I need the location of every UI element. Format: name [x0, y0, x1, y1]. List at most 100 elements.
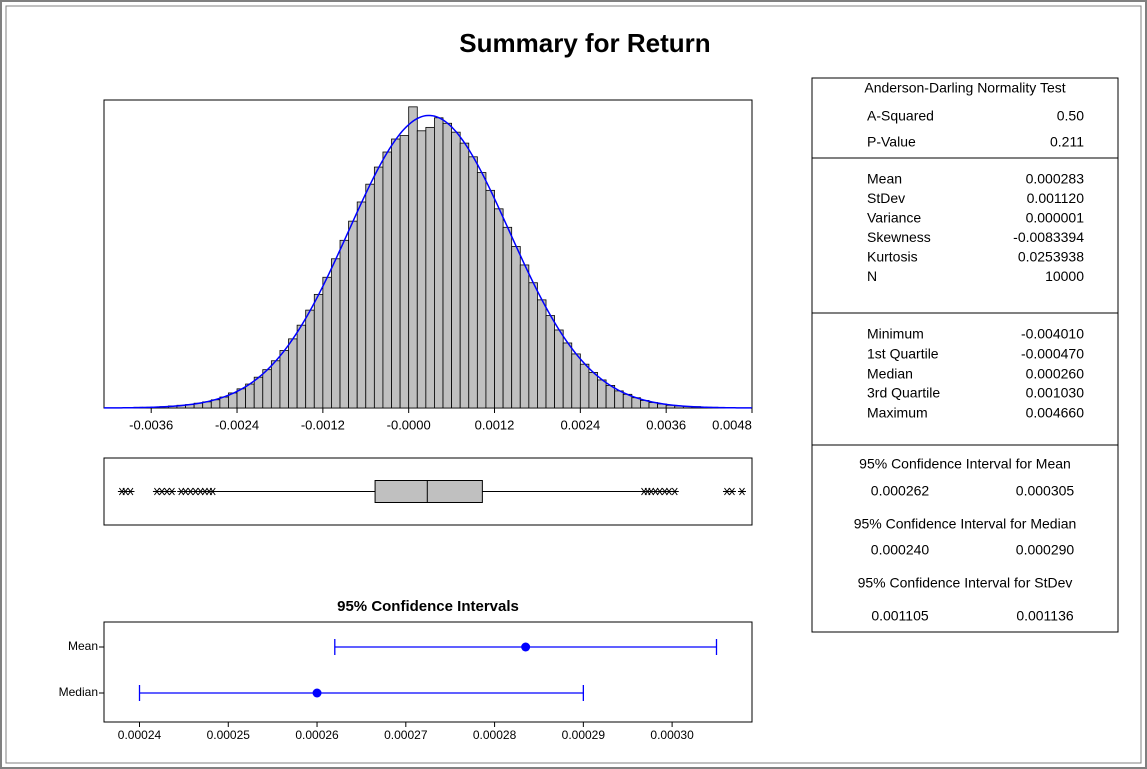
x-tick-label: 0.0036 — [646, 417, 686, 432]
stat-label: A-Squared — [867, 108, 934, 124]
x-tick-label: 0.0012 — [475, 417, 515, 432]
outlier — [727, 487, 736, 496]
x-tick-label: -0.0012 — [301, 417, 345, 432]
outlier — [208, 487, 217, 496]
bar — [519, 264, 530, 409]
bar — [545, 315, 555, 409]
chart-title: Summary for Return — [459, 28, 710, 58]
stat-label: Minimum — [867, 326, 924, 342]
bar — [391, 138, 401, 409]
bar — [425, 126, 435, 409]
bar — [468, 156, 478, 409]
x-tick-label: -0.0000 — [387, 417, 431, 432]
bar — [408, 106, 418, 409]
estimate-dot — [312, 688, 322, 698]
stat-value: 0.001030 — [1026, 385, 1085, 401]
bar — [313, 293, 324, 409]
interval-title: 95% Confidence Interval for Median — [854, 516, 1077, 532]
x-tick-label: 0.00024 — [118, 728, 162, 742]
bar — [579, 363, 590, 409]
bar — [331, 258, 341, 409]
section-title: Anderson-Darling Normality Test — [864, 80, 1065, 96]
stat-value: -0.004010 — [1021, 326, 1084, 342]
stat-label: Kurtosis — [867, 249, 918, 265]
bar — [382, 151, 392, 409]
bar — [588, 372, 598, 409]
bar — [262, 369, 272, 409]
stat-value: 0.000260 — [1026, 366, 1085, 382]
interval-high: 0.000305 — [1016, 483, 1075, 499]
bar — [322, 276, 332, 409]
bar — [485, 189, 495, 409]
bar — [511, 246, 521, 409]
x-tick-label: 0.00028 — [473, 728, 517, 742]
bar — [605, 385, 616, 409]
bar — [476, 172, 487, 409]
stat-label: 3rd Quartile — [867, 385, 940, 401]
box — [374, 480, 483, 503]
stat-label: 1st Quartile — [867, 346, 939, 362]
plot-area — [103, 621, 753, 723]
x-tick-label: 0.0024 — [560, 417, 600, 432]
stat-value: -0.000470 — [1021, 346, 1084, 362]
interval-title: 95% Confidence Interval for Mean — [859, 456, 1071, 472]
stat-label: StDev — [867, 190, 905, 206]
interval-title: 95% Confidence Intervals — [337, 598, 519, 615]
bar — [399, 135, 410, 409]
stat-label: Median — [867, 366, 913, 382]
interval-low: 0.000240 — [871, 542, 930, 558]
stat-value: 0.004660 — [1026, 405, 1085, 421]
stat-value: 0.211 — [1050, 134, 1084, 150]
bar — [253, 376, 264, 409]
bar — [528, 282, 538, 409]
bar — [339, 239, 350, 409]
bar — [305, 309, 315, 409]
outlier — [670, 487, 679, 496]
bar — [373, 166, 384, 409]
x-tick-label: 0.00029 — [562, 728, 606, 742]
bar — [348, 220, 358, 409]
interval-high: 0.000290 — [1016, 542, 1075, 558]
interval-high: 0.001136 — [1016, 608, 1074, 624]
stat-label: P-Value — [867, 134, 916, 150]
bar — [494, 208, 504, 409]
bar — [554, 329, 564, 409]
interval-title: 95% Confidence Interval for StDev — [858, 575, 1073, 591]
stat-value: 0.000001 — [1026, 210, 1085, 226]
bar — [434, 117, 444, 409]
y-tick-label: Mean — [68, 639, 98, 653]
bar — [279, 350, 289, 409]
bar — [416, 130, 427, 409]
stat-value: 10000 — [1045, 268, 1084, 284]
y-tick-label: Median — [59, 685, 98, 699]
outlier — [737, 487, 746, 496]
bar — [459, 142, 470, 409]
stat-value: 0.0253938 — [1018, 249, 1084, 265]
stat-label: Variance — [867, 210, 921, 226]
bar — [451, 131, 461, 409]
bar — [356, 201, 367, 409]
stat-value: 0.000283 — [1026, 171, 1085, 187]
stat-value: 0.50 — [1057, 108, 1084, 124]
stat-value: -0.0083394 — [1013, 229, 1084, 245]
estimate-dot — [521, 642, 531, 652]
bar — [245, 383, 255, 409]
inner-frame — [5, 5, 1142, 764]
stat-label: Maximum — [867, 405, 928, 421]
bar — [614, 390, 624, 409]
bar — [365, 183, 375, 409]
x-tick-label: 0.00025 — [207, 728, 251, 742]
stat-label: N — [867, 268, 877, 284]
x-tick-label: 0.0048 — [712, 417, 752, 432]
x-tick-label: -0.0036 — [129, 417, 173, 432]
bar — [502, 226, 513, 409]
bar — [537, 299, 547, 409]
bar — [597, 379, 607, 409]
bar — [442, 122, 453, 409]
x-tick-label: 0.00030 — [650, 728, 694, 742]
outlier — [126, 487, 135, 496]
fit-curve — [103, 114, 753, 409]
bar — [296, 324, 307, 409]
bar — [270, 360, 281, 409]
